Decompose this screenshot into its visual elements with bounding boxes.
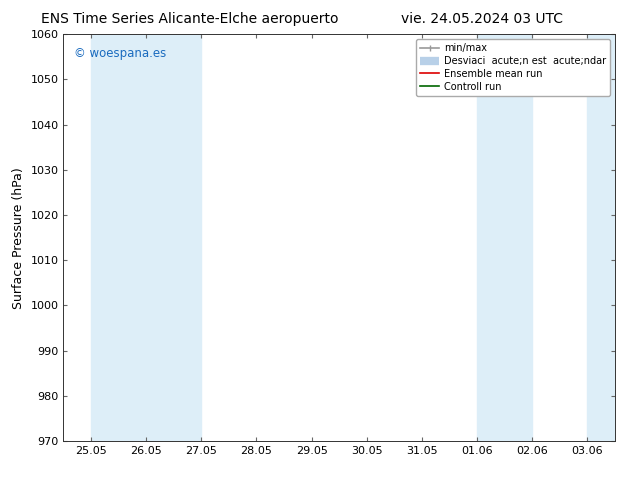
Text: ENS Time Series Alicante-Elche aeropuerto: ENS Time Series Alicante-Elche aeropuert…	[41, 12, 339, 26]
Bar	[91, 34, 202, 441]
Bar	[477, 34, 533, 441]
Text: vie. 24.05.2024 03 UTC: vie. 24.05.2024 03 UTC	[401, 12, 563, 26]
Legend: min/max, Desviaci  acute;n est  acute;ndar, Ensemble mean run, Controll run: min/max, Desviaci acute;n est acute;ndar…	[416, 39, 610, 96]
Text: © woespana.es: © woespana.es	[74, 47, 167, 59]
Bar	[588, 34, 634, 441]
Y-axis label: Surface Pressure (hPa): Surface Pressure (hPa)	[12, 167, 25, 309]
